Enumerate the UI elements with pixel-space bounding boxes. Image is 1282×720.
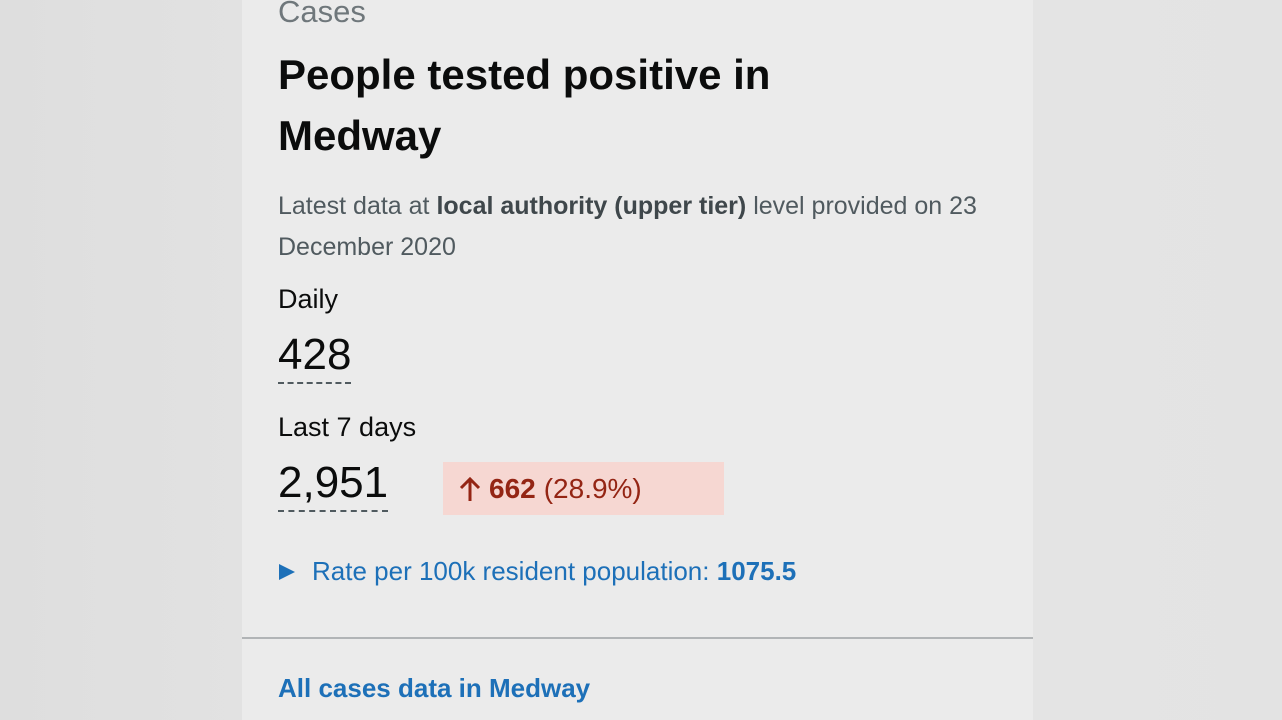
up-arrow-icon: [459, 476, 481, 501]
desc-text: level provided on 23 December 2020: [278, 192, 977, 261]
description: Latest data at local authority (upper ti…: [278, 186, 998, 268]
all-data-link[interactable]: All cases data in Medway: [278, 673, 591, 703]
last7-label: Last 7 days: [278, 412, 417, 442]
rate-value: 1075.5: [716, 556, 797, 586]
card-title: People tested positive in Medway: [278, 51, 771, 159]
rate-text: Rate per 100k resident population: 1075.…: [312, 556, 796, 587]
disclosure-triangle: [279, 563, 295, 580]
daily-label: Daily: [278, 284, 339, 314]
card: Cases People tested positive in Medway L…: [242, 0, 1033, 720]
daily-value: 428: [278, 332, 352, 384]
divider: [242, 637, 1033, 639]
section-label: Cases: [278, 0, 366, 29]
rate-label: Rate per 100k resident population:: [312, 556, 710, 586]
change-badge: 662 (28.9%): [443, 462, 724, 515]
change-percent: (28.9%): [543, 472, 642, 504]
last7-value: 2,951: [278, 460, 389, 512]
desc-bold: local authority (upper tier): [436, 192, 747, 220]
change-value: 662: [489, 472, 536, 504]
rate-toggle[interactable]: Rate per 100k resident population: 1075.…: [278, 556, 796, 587]
desc-text: Latest data at: [278, 192, 430, 220]
